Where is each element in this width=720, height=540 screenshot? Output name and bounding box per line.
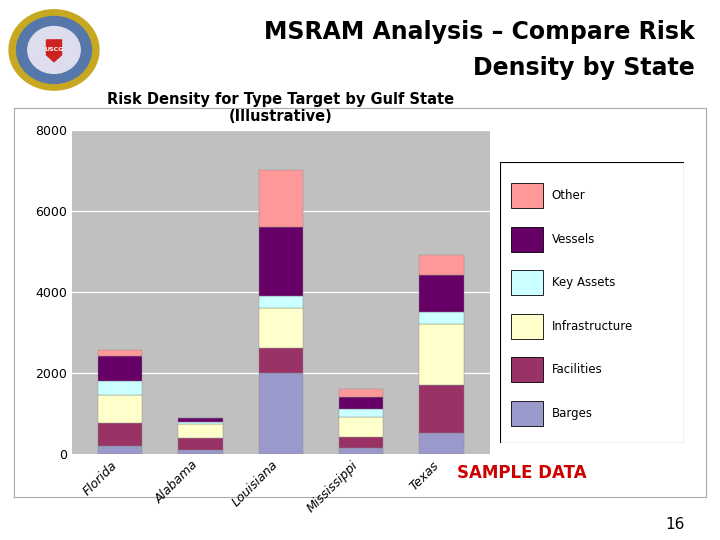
Polygon shape [47, 40, 61, 62]
Bar [419, 384, 464, 433]
Bar [98, 446, 143, 454]
Bar [511, 183, 543, 208]
Bar [179, 424, 222, 438]
Bar [339, 437, 383, 448]
Bar [258, 227, 303, 295]
Bar [258, 295, 303, 308]
Bar [98, 356, 143, 381]
Bar [98, 423, 143, 446]
Text: MSRAM Analysis – Compare Risk: MSRAM Analysis – Compare Risk [264, 19, 695, 44]
Bar [179, 450, 222, 454]
Bar [511, 314, 543, 339]
Bar [98, 395, 143, 423]
Text: USCG: USCG [45, 48, 63, 52]
Bar [339, 409, 383, 417]
Bar [419, 275, 464, 312]
Text: Density by State: Density by State [473, 56, 695, 80]
Bar [339, 397, 383, 409]
Circle shape [9, 10, 99, 90]
Bar [179, 438, 222, 450]
Bar [339, 448, 383, 454]
Bar [419, 255, 464, 275]
Text: SAMPLE DATA: SAMPLE DATA [457, 463, 587, 482]
Bar [511, 270, 543, 295]
Bar [419, 324, 464, 384]
Text: Other: Other [552, 189, 585, 202]
Bar [179, 422, 222, 424]
Bar [511, 401, 543, 426]
Title: Risk Density for Type Target by Gulf State
(Illustrative): Risk Density for Type Target by Gulf Sta… [107, 92, 454, 124]
Bar [258, 308, 303, 348]
Bar [339, 417, 383, 437]
Bar [179, 418, 222, 422]
Text: Vessels: Vessels [552, 233, 595, 246]
Bar [419, 312, 464, 324]
Text: 16: 16 [666, 517, 685, 532]
Bar [258, 170, 303, 227]
Bar [419, 433, 464, 454]
Circle shape [17, 16, 91, 84]
Text: Infrastructure: Infrastructure [552, 320, 633, 333]
Bar [98, 381, 143, 395]
Bar [339, 389, 383, 397]
Text: Barges: Barges [552, 407, 593, 420]
Bar [511, 227, 543, 252]
Circle shape [28, 26, 80, 73]
Text: Key Assets: Key Assets [552, 276, 615, 289]
Text: Facilities: Facilities [552, 363, 603, 376]
Bar [511, 357, 543, 382]
Bar [98, 350, 143, 356]
Bar [258, 348, 303, 373]
Bar [258, 373, 303, 454]
